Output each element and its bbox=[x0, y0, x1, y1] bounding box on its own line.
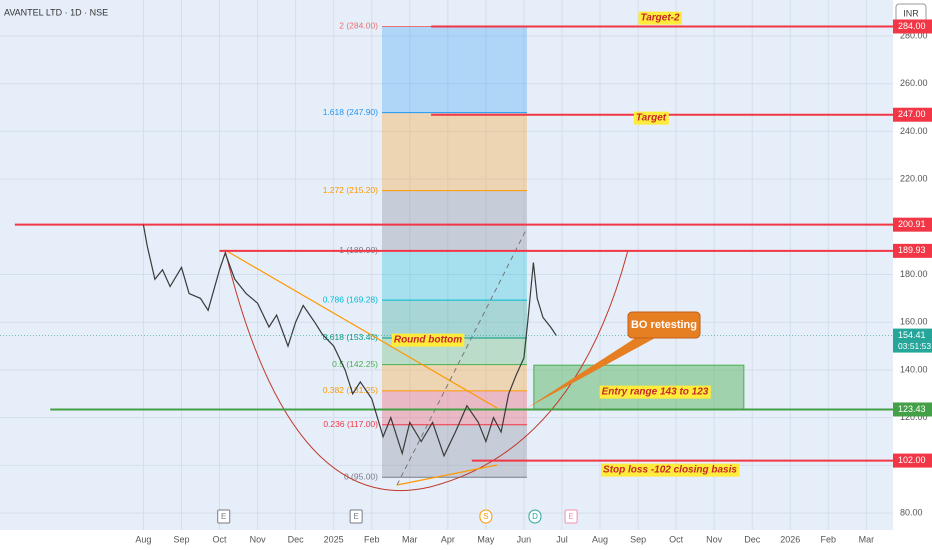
y-tick-label: 180.00 bbox=[900, 269, 928, 279]
round-bottom-arc bbox=[224, 249, 629, 492]
x-tick-label: Oct bbox=[669, 534, 684, 544]
x-tick-label: May bbox=[477, 534, 495, 544]
y-tick-label: 240.00 bbox=[900, 126, 928, 136]
annotation-background bbox=[599, 385, 711, 399]
countdown-label: 03:51:53 bbox=[898, 341, 931, 351]
x-tick-label: Jun bbox=[517, 534, 532, 544]
event-marker bbox=[217, 509, 231, 524]
x-tick-label: 2026 bbox=[780, 534, 800, 544]
x-tick-label: Feb bbox=[364, 534, 380, 544]
fib-label: 2 (284.00) bbox=[339, 21, 378, 31]
fib-band bbox=[382, 300, 527, 338]
event-label: S bbox=[483, 512, 488, 521]
price-line bbox=[142, 224, 557, 458]
fib-band bbox=[382, 250, 527, 301]
y-tick-label: 120.00 bbox=[900, 412, 928, 422]
fib-band bbox=[382, 190, 527, 251]
x-tick-label: Nov bbox=[706, 534, 723, 544]
x-tick-label: Aug bbox=[592, 534, 608, 544]
annotation-background bbox=[633, 111, 669, 125]
chart-title: AVANTEL LTD · 1D · NSE bbox=[4, 7, 108, 17]
y-tick-label: 280.00 bbox=[900, 30, 928, 40]
plot-background bbox=[0, 0, 893, 530]
fib-label: 1.272 (215.20) bbox=[323, 185, 378, 195]
annotation: BO retesting bbox=[631, 319, 697, 331]
level-tag bbox=[893, 217, 932, 232]
annotation: Target-2 bbox=[640, 13, 680, 24]
fib-band bbox=[382, 364, 527, 391]
x-tick-label: Apr bbox=[441, 534, 455, 544]
level-tag bbox=[893, 19, 932, 34]
annotation-background bbox=[601, 463, 740, 477]
annotation: Entry range 143 to 123 bbox=[602, 387, 709, 398]
y-tick-label: 160.00 bbox=[900, 317, 928, 327]
x-tick-label: Mar bbox=[859, 534, 875, 544]
trend-line bbox=[396, 464, 498, 486]
x-tick-label: Dec bbox=[288, 534, 305, 544]
x-tick-label: Dec bbox=[744, 534, 761, 544]
fib-label: 0.236 (117.00) bbox=[323, 419, 378, 429]
callout-box bbox=[627, 311, 701, 339]
fib-band bbox=[382, 112, 527, 191]
x-tick-label: Nov bbox=[250, 534, 267, 544]
level-tag-label: 200.91 bbox=[898, 219, 926, 229]
time-axis bbox=[0, 530, 893, 550]
annotation-background bbox=[391, 333, 465, 347]
y-tick-label: 80.00 bbox=[900, 507, 923, 517]
level-tag-label: 123.43 bbox=[898, 404, 926, 414]
fib-label: 0.786 (169.28) bbox=[323, 294, 378, 304]
diagonal-line bbox=[396, 227, 528, 486]
event-label: E bbox=[353, 512, 358, 521]
level-tag-label: 189.93 bbox=[898, 245, 926, 255]
level-tag bbox=[893, 107, 932, 122]
currency: INR bbox=[903, 8, 919, 18]
plot: 0 (95.00) 0.236 (117.00) 0.382 (131.25) 0.5… bbox=[0, 0, 893, 530]
y-tick-label: 140.00 bbox=[900, 364, 928, 374]
event-marker bbox=[528, 509, 542, 524]
fib-label: 0.618 (153.40) bbox=[323, 332, 378, 342]
x-tick-label: Oct bbox=[213, 534, 228, 544]
callout-pointer bbox=[527, 335, 655, 408]
fib-label: 0.382 (131.25) bbox=[323, 385, 378, 395]
annotation-background bbox=[638, 11, 682, 25]
fib-label: 0.5 (142.25) bbox=[332, 359, 378, 369]
y-tick-label: 260.00 bbox=[900, 78, 928, 88]
trend-line bbox=[224, 249, 498, 409]
x-tick-label: Sep bbox=[630, 534, 646, 544]
last-price-tag bbox=[893, 328, 932, 353]
event-marker bbox=[349, 509, 363, 524]
event-marker bbox=[479, 509, 493, 524]
fib-label: 1.618 (247.90) bbox=[323, 107, 378, 117]
x-tick-label: Mar bbox=[402, 534, 418, 544]
last-price-label: 154.41 bbox=[898, 330, 926, 340]
level-tag bbox=[893, 402, 932, 417]
fib-band bbox=[382, 26, 527, 113]
event-label: E bbox=[568, 512, 573, 521]
event-label: D bbox=[532, 512, 538, 521]
level-tag-label: 102.00 bbox=[898, 455, 926, 465]
x-tick-label: Feb bbox=[821, 534, 837, 544]
x-tick-label: Aug bbox=[135, 534, 151, 544]
y-tick-label: 220.00 bbox=[900, 174, 928, 184]
x-tick-label: 2025 bbox=[324, 534, 344, 544]
x-tick-label: Sep bbox=[173, 534, 189, 544]
event-marker bbox=[564, 509, 578, 524]
annotation: Target bbox=[636, 113, 667, 124]
level-tag bbox=[893, 243, 932, 258]
annotation: Stop loss -102 closing basis bbox=[603, 465, 737, 476]
level-tag-label: 247.00 bbox=[898, 109, 926, 119]
level-tag-label: 284.00 bbox=[898, 21, 926, 31]
level-tag bbox=[893, 453, 932, 468]
fib-band bbox=[382, 390, 527, 425]
annotation: Round bottom bbox=[394, 335, 462, 346]
fib-label: 0 (95.00) bbox=[344, 472, 378, 482]
x-tick-label: Jul bbox=[556, 534, 568, 544]
event-label: E bbox=[221, 512, 226, 521]
